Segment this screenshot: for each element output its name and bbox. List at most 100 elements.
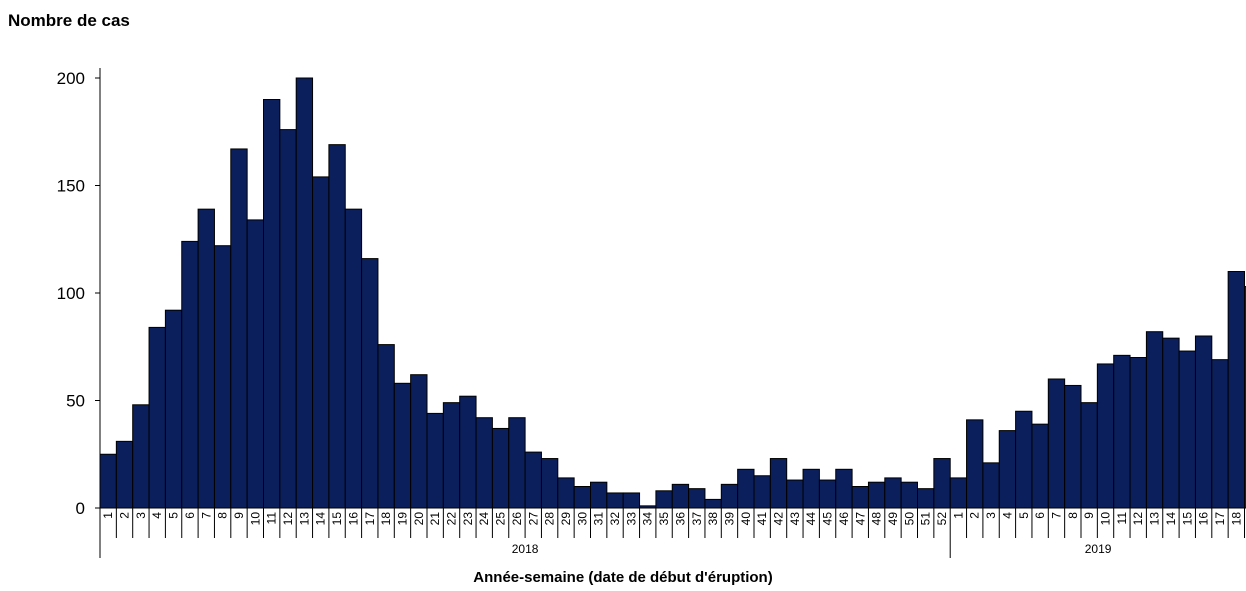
bar [737, 468, 755, 509]
bar [786, 479, 804, 509]
x-tick-label: 1 [951, 512, 965, 519]
bar [851, 486, 869, 509]
x-tick-label: 4 [1000, 512, 1014, 519]
bar [279, 129, 297, 509]
bar [475, 417, 493, 509]
bar [933, 458, 951, 509]
bar [213, 245, 232, 509]
x-tick-label: 17 [1213, 512, 1227, 526]
x-tick-label: 52 [935, 512, 949, 526]
bar [410, 374, 428, 509]
x-tick-label: 15 [330, 512, 344, 526]
x-tick-label: 1 [101, 512, 115, 519]
bar [590, 481, 608, 509]
x-tick-label: 6 [1033, 512, 1047, 519]
x-tick-label: 9 [232, 512, 246, 519]
bar [835, 468, 853, 509]
x-tick-label: 20 [412, 512, 426, 526]
bar [377, 344, 395, 509]
bar [818, 479, 837, 509]
bar [1080, 402, 1098, 509]
x-tick-label: 4 [150, 512, 164, 519]
bar [491, 427, 510, 509]
x-tick-label: 24 [477, 512, 491, 526]
x-tick-label: 10 [1099, 512, 1113, 526]
bar [573, 486, 592, 509]
y-tick-label: 100 [57, 284, 85, 303]
year-label: 2018 [512, 542, 539, 556]
bar [1064, 384, 1082, 509]
x-tick-label: 16 [1197, 512, 1211, 526]
x-tick-label: 41 [755, 512, 769, 526]
x-tick-label: 51 [919, 512, 933, 526]
x-tick-label: 31 [592, 512, 606, 526]
bar [459, 395, 477, 509]
bar [426, 412, 444, 509]
x-tick-label: 5 [1017, 512, 1031, 519]
bar [181, 240, 199, 509]
x-tick-label: 26 [510, 512, 524, 526]
x-tick-label: 5 [167, 512, 181, 519]
x-tick-label: 3 [134, 512, 148, 519]
x-tick-label: 46 [837, 512, 851, 526]
x-tick-label: 28 [543, 512, 557, 526]
x-tick-label: 22 [445, 512, 459, 526]
bar [704, 498, 722, 509]
bar [263, 99, 281, 509]
bar [344, 208, 363, 509]
x-tick-label: 27 [526, 512, 540, 526]
x-axis-title: Année-semaine (date de début d'éruption) [473, 569, 773, 586]
bar [1015, 410, 1033, 509]
x-tick-label: 35 [657, 512, 671, 526]
x-tick-label: 12 [1131, 512, 1145, 526]
x-tick-label: 23 [461, 512, 475, 526]
bar [688, 488, 706, 509]
x-tick-label: 14 [1164, 512, 1178, 526]
x-tick-label: 19 [395, 512, 409, 526]
x-tick-label: 45 [821, 512, 835, 526]
x-tick-label: 12 [281, 512, 295, 526]
bar [1096, 363, 1115, 509]
bar [622, 492, 641, 509]
x-tick-label: 18 [379, 512, 393, 526]
bar [1211, 359, 1229, 509]
bar [540, 458, 559, 509]
x-tick-label: 43 [788, 512, 802, 526]
x-tick-label: 25 [494, 512, 508, 526]
bar [524, 451, 542, 509]
bar [998, 430, 1017, 509]
bar [557, 477, 575, 509]
bar [900, 481, 919, 509]
x-tick-label: 9 [1082, 512, 1096, 519]
x-tick-label: 7 [199, 512, 213, 519]
bar [115, 440, 134, 509]
x-tick-label: 7 [1049, 512, 1063, 519]
x-tick-label: 40 [739, 512, 753, 526]
x-tick-label: 3 [984, 512, 998, 519]
bar [720, 483, 739, 509]
x-tick-label: 36 [673, 512, 687, 526]
bar [1145, 331, 1164, 509]
bar [1031, 423, 1049, 509]
bar [802, 468, 820, 509]
x-tick-label: 32 [608, 512, 622, 526]
bar [295, 77, 314, 509]
x-tick-label: 11 [1115, 512, 1129, 525]
x-tick-label: 47 [853, 512, 867, 526]
x-tick-label: 13 [297, 512, 311, 526]
bar [1178, 350, 1196, 509]
x-tick-label: 8 [1066, 512, 1080, 519]
bar [606, 492, 624, 509]
x-tick-label: 21 [428, 512, 442, 526]
bar [671, 483, 690, 509]
bar [655, 490, 673, 509]
x-tick-label: 38 [706, 512, 720, 526]
bar [508, 417, 526, 509]
x-tick-label: 37 [690, 512, 704, 526]
bar [917, 488, 935, 509]
bar [966, 419, 984, 509]
x-tick-label: 34 [641, 512, 655, 526]
y-tick-label: 200 [57, 69, 85, 88]
bar [230, 148, 248, 509]
